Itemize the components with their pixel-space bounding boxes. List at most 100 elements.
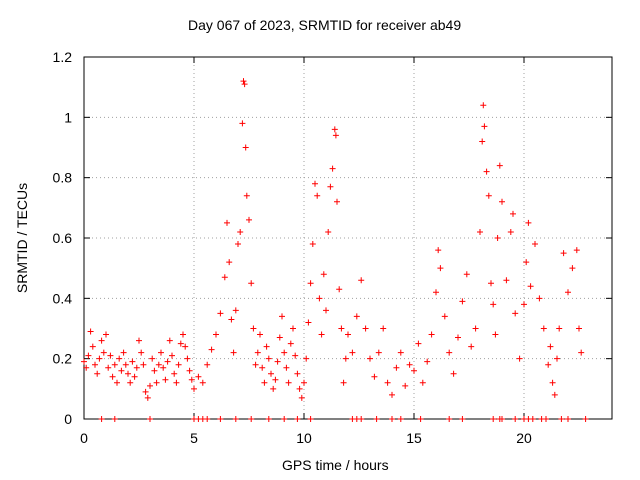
data-point <box>153 379 160 386</box>
data-point <box>540 325 547 332</box>
data-point <box>543 416 549 422</box>
data-point <box>114 379 120 386</box>
data-point <box>472 325 479 332</box>
data-point <box>140 361 147 368</box>
data-point <box>173 379 180 386</box>
data-point <box>389 391 395 398</box>
x-tick-label: 20 <box>516 430 532 446</box>
data-point <box>217 310 224 317</box>
data-point <box>336 286 343 293</box>
data-point <box>353 313 360 320</box>
data-point <box>373 416 380 422</box>
data-point <box>384 379 391 386</box>
data-point <box>419 379 426 386</box>
data-point <box>479 138 486 145</box>
data-point <box>309 241 316 248</box>
y-tick-label: 0.4 <box>53 290 73 306</box>
data-point <box>261 379 268 386</box>
data-point <box>230 349 237 356</box>
x-axis-label: GPS time / hours <box>282 457 389 473</box>
data-point <box>411 367 417 374</box>
data-point <box>285 379 292 386</box>
data-point <box>576 325 582 332</box>
data-point <box>243 192 250 199</box>
data-point <box>250 325 257 332</box>
data-point <box>142 388 149 395</box>
data-point <box>488 280 494 287</box>
data-point <box>129 358 136 365</box>
data-point <box>325 228 332 235</box>
chart-title-text: Day 067 of 2023, SRMTID for receiver ab4… <box>188 17 462 33</box>
data-point <box>323 307 329 314</box>
data-point <box>182 343 189 350</box>
data-point <box>499 198 505 205</box>
data-point <box>455 334 461 341</box>
data-point <box>109 373 116 380</box>
data-point <box>406 361 413 368</box>
data-point <box>329 165 336 172</box>
data-point <box>512 310 519 317</box>
data-point <box>276 334 283 341</box>
data-point <box>477 228 483 235</box>
data-point <box>314 192 321 199</box>
y-tick-label: 0 <box>64 411 72 427</box>
data-point <box>96 355 103 362</box>
data-point <box>547 343 554 350</box>
y-tick-label: 0.2 <box>53 351 73 367</box>
data-point <box>279 313 285 320</box>
data-point <box>162 376 169 383</box>
data-point <box>239 120 246 127</box>
data-point <box>494 235 501 241</box>
data-point <box>166 337 173 344</box>
data-point <box>127 379 134 386</box>
data-point <box>100 349 107 356</box>
data-point <box>94 370 101 377</box>
data-point <box>204 416 211 422</box>
data-point <box>98 337 105 344</box>
data-point <box>105 364 112 371</box>
data-point <box>171 370 178 377</box>
data-point <box>169 352 175 359</box>
data-point <box>331 126 338 133</box>
data-point <box>217 416 224 422</box>
data-point <box>263 343 270 350</box>
data-point <box>480 102 487 109</box>
data-point <box>281 349 288 356</box>
data-point <box>81 358 87 365</box>
data-point <box>380 325 387 332</box>
data-point <box>485 192 492 199</box>
data-point <box>499 416 505 422</box>
data-point <box>536 295 543 302</box>
data-point <box>301 379 307 386</box>
data-point <box>578 349 585 356</box>
data-point <box>122 361 129 368</box>
data-point <box>529 416 536 422</box>
data-point <box>188 376 195 383</box>
data-point <box>155 361 162 368</box>
data-point <box>151 367 158 374</box>
grid-lines <box>84 57 612 419</box>
data-point <box>307 280 314 287</box>
x-tick-label: 5 <box>190 430 198 446</box>
data-point <box>565 416 571 422</box>
data-point <box>435 247 442 254</box>
data-point <box>371 373 378 380</box>
data-point <box>147 382 153 389</box>
data-point <box>237 228 244 235</box>
y-tick-label: 1 <box>64 109 72 125</box>
data-point <box>107 352 114 359</box>
data-point <box>116 355 123 362</box>
data-point <box>450 370 457 377</box>
data-point <box>358 416 365 422</box>
data-point <box>490 301 497 308</box>
data-point <box>573 247 580 254</box>
data-point <box>83 364 90 371</box>
data-point <box>180 331 186 338</box>
data-point <box>549 379 556 386</box>
data-point <box>290 325 296 332</box>
data-point <box>147 416 153 422</box>
data-point <box>463 271 470 278</box>
data-point <box>507 228 514 235</box>
data-point <box>569 265 576 272</box>
data-point <box>232 416 239 422</box>
